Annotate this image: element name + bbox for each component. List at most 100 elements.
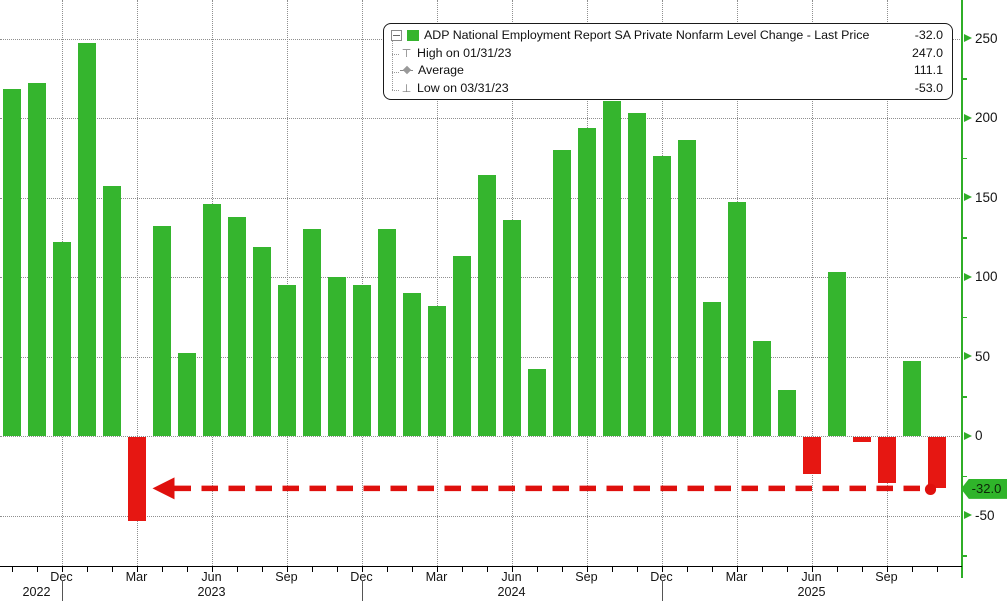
month-label-Sep-2025: Sep xyxy=(875,570,898,584)
bar-Nov-2024 xyxy=(627,113,646,436)
bar-May-2025 xyxy=(777,389,796,436)
month-tick-Nov-2025 xyxy=(936,567,938,572)
bar-Apr-2024 xyxy=(452,256,471,436)
y-tick-label-0: 0 xyxy=(975,428,983,443)
bar-Jul-2024 xyxy=(527,369,546,436)
y-tick-minor-125 xyxy=(962,237,967,239)
bar-Mar-2024 xyxy=(427,305,446,436)
legend-row-low: ⊥ Low on 03/31/23 -53.0 xyxy=(388,80,943,98)
gridline-v-Sep-2025 xyxy=(886,0,888,566)
gridline-v-Mar-2023 xyxy=(136,0,138,566)
high-value: 247.0 xyxy=(911,45,943,60)
bar-Sep-2023 xyxy=(277,284,296,436)
bar-Apr-2023 xyxy=(152,226,171,436)
month-label-Mar-2023: Mar xyxy=(125,570,148,584)
bar-Dec-2024 xyxy=(652,156,671,436)
month-tick-May-2023 xyxy=(186,567,188,572)
year-label-2025: 2025 xyxy=(797,585,826,599)
bar-Aug-2023 xyxy=(252,246,271,436)
month-tick-Oct-2025 xyxy=(911,567,913,572)
bar-May-2024 xyxy=(477,175,496,436)
y-tick-arrow-250 xyxy=(964,34,972,42)
y-tick-arrow-50 xyxy=(964,352,972,360)
bar-Feb-2024 xyxy=(402,292,421,436)
y-tick-minor-25 xyxy=(962,396,967,398)
bar-Mar-2025 xyxy=(727,202,746,436)
y-tick-arrow-100 xyxy=(964,272,972,281)
x-axis: Dec Mar Jun Sep Dec Mar Jun Sep Dec Mar Jun Sep 2022… xyxy=(0,566,962,601)
y-tick-arrow-150 xyxy=(964,193,972,201)
high-marker-icon: ⊤ xyxy=(401,46,412,60)
legend-tree-stub xyxy=(392,90,399,91)
y-tick-minor-75 xyxy=(962,316,967,319)
year-label-2024: 2024 xyxy=(497,585,526,599)
month-label-Jun-2023: Jun xyxy=(201,570,222,584)
month-tick-Jun-2024 xyxy=(511,567,513,572)
gridline-h--50 xyxy=(0,515,962,517)
month-tick-Feb-2023 xyxy=(111,567,113,572)
month-tick-Aug-2024 xyxy=(561,567,563,572)
month-label-Mar-2025: Mar xyxy=(725,570,748,584)
month-label-Mar-2024: Mar xyxy=(425,570,448,584)
gridline-v-Jun-2025 xyxy=(811,0,813,566)
month-tick-May-2024 xyxy=(486,567,488,572)
month-tick-Oct-2024 xyxy=(611,567,613,572)
bar-Sep-2025 xyxy=(877,437,896,484)
year-separator xyxy=(661,580,663,601)
month-tick-Feb-2024 xyxy=(411,567,413,572)
gridline-h-0 xyxy=(0,436,962,437)
y-tick-arrow-0 xyxy=(964,431,972,440)
y-tick-label-150: 150 xyxy=(975,189,998,205)
legend: ADP National Employment Report SA Privat… xyxy=(383,23,953,100)
y-tick-arrow-200 xyxy=(964,113,972,122)
month-tick-Jan-2024 xyxy=(386,567,388,572)
bar-Jul-2023 xyxy=(227,216,246,436)
bar-Jun-2025 xyxy=(802,437,821,474)
gridline-v-Sep-2023 xyxy=(286,0,288,566)
month-tick-Apr-2023 xyxy=(161,567,163,572)
y-tick-arrow--50 xyxy=(964,511,972,519)
month-label-Jun-2025: Jun xyxy=(801,570,822,584)
bar-Jan-2025 xyxy=(677,140,696,436)
month-tick-Sep-2025 xyxy=(886,567,888,572)
bar-Dec-2022 xyxy=(52,242,71,436)
month-label-Jun-2024: Jun xyxy=(501,570,522,584)
legend-row-high: ⊤ High on 01/31/23 247.0 xyxy=(388,45,943,63)
month-tick-Nov-2022 xyxy=(36,567,38,572)
bar-Mar-2023 xyxy=(127,437,146,522)
month-tick-Oct-2023 xyxy=(311,567,313,572)
bar-Sep-2024 xyxy=(577,127,596,436)
y-axis-line xyxy=(961,0,963,578)
month-tick-May-2025 xyxy=(786,567,788,572)
gridline-v-Mar-2024 xyxy=(436,0,438,566)
bar-Jun-2024 xyxy=(502,219,521,436)
month-tick-Jul-2025 xyxy=(836,567,838,572)
y-tick-minor-175 xyxy=(962,157,967,160)
collapse-icon[interactable] xyxy=(391,30,402,42)
bar-Aug-2024 xyxy=(552,149,571,436)
month-tick-Nov-2023 xyxy=(336,567,338,572)
month-tick-Dec-2024 xyxy=(661,567,663,572)
bar-Jul-2025 xyxy=(827,272,846,436)
month-label-Dec-2023: Dec xyxy=(350,570,373,584)
average-value: 111.1 xyxy=(913,63,943,77)
average-label: Average xyxy=(418,63,464,77)
bar-Oct-2023 xyxy=(302,229,321,436)
low-value: -53.0 xyxy=(914,80,943,95)
average-marker-icon xyxy=(400,66,413,75)
month-tick-Jul-2024 xyxy=(536,567,538,572)
year-label-2022: 2022 xyxy=(22,585,51,599)
legend-row-series: ADP National Employment Report SA Privat… xyxy=(388,27,943,45)
month-tick-Jan-2023 xyxy=(86,567,88,572)
last-price-badge: -32.0 xyxy=(961,478,1007,499)
bar-Aug-2025 xyxy=(852,437,871,442)
bar-Feb-2025 xyxy=(702,302,721,436)
month-tick-Oct-2022 xyxy=(11,567,13,572)
bar-Feb-2023 xyxy=(102,186,121,436)
month-tick-Jan-2025 xyxy=(686,567,688,572)
bar-Dec-2023 xyxy=(352,284,371,436)
month-label-Sep-2023: Sep xyxy=(275,570,298,584)
year-separator xyxy=(61,580,63,601)
series-swatch-icon xyxy=(407,30,419,42)
